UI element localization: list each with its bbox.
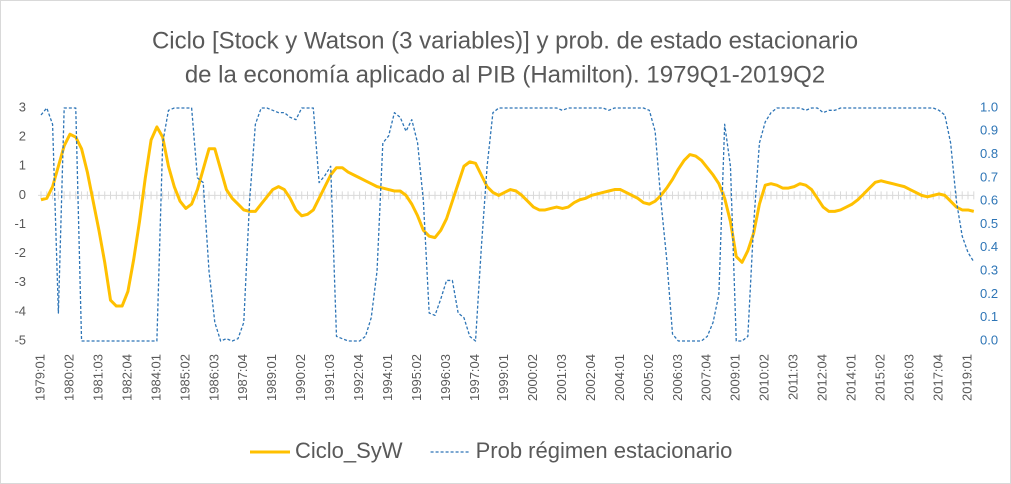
x-tick-label: 2007:04 bbox=[699, 354, 714, 401]
x-tick-label: 2014:01 bbox=[844, 354, 859, 401]
y2-tick-label: 0.1 bbox=[980, 309, 998, 324]
legend-label: Ciclo_SyW bbox=[295, 438, 403, 463]
x-tick-label: 1995:02 bbox=[409, 354, 424, 401]
y-tick-label: -1 bbox=[14, 216, 26, 231]
x-tick-label: 1985:02 bbox=[177, 354, 192, 401]
x-tick-label: 1980:02 bbox=[61, 354, 76, 401]
x-tick-label: 2000:02 bbox=[525, 354, 540, 401]
legend-label: Prob régimen estacionario bbox=[476, 438, 733, 463]
x-tick-label: 1981:03 bbox=[90, 354, 105, 401]
x-tick-label: 2010:02 bbox=[757, 354, 772, 401]
x-tick-label: 2019:01 bbox=[959, 354, 974, 401]
y2-tick-label: 0.3 bbox=[980, 263, 998, 278]
x-tick-label: 1992:04 bbox=[351, 354, 366, 401]
x-tick-label: 1986:03 bbox=[206, 354, 221, 401]
x-tick-label: 2009:01 bbox=[728, 354, 743, 401]
x-tick-label: 2001:03 bbox=[554, 354, 569, 401]
y-tick-label: 2 bbox=[19, 129, 26, 144]
x-tick-label: 1979:01 bbox=[32, 354, 47, 401]
x-tick-label: 1987:04 bbox=[235, 354, 250, 401]
x-tick-label: 1999:01 bbox=[496, 354, 511, 401]
y-tick-label: 0 bbox=[19, 187, 26, 202]
y-tick-label: -2 bbox=[14, 245, 26, 260]
y-tick-label: -3 bbox=[14, 274, 26, 289]
y2-tick-label: 0.7 bbox=[980, 169, 998, 184]
series-line bbox=[40, 125, 975, 308]
x-tick-label: 1996:03 bbox=[438, 354, 453, 401]
x-tick-label: 1990:02 bbox=[293, 354, 308, 401]
y2-tick-label: 0.2 bbox=[980, 286, 998, 301]
x-tick-label: 2005:02 bbox=[641, 354, 656, 401]
x-tick-label: 2017:04 bbox=[930, 354, 945, 401]
x-tick-label: 2012:04 bbox=[815, 354, 830, 401]
x-tick-label: 1984:01 bbox=[148, 354, 163, 401]
x-tick-label: 2006:03 bbox=[670, 354, 685, 401]
y2-tick-label: 0.6 bbox=[980, 193, 998, 208]
x-tick-label: 2004:01 bbox=[612, 354, 627, 401]
x-tick-label: 1982:04 bbox=[119, 354, 134, 401]
y2-tick-label: 0.0 bbox=[980, 332, 998, 347]
chart-title: Ciclo [Stock y Watson (3 variables)] y p… bbox=[152, 27, 858, 54]
y2-tick-label: 0.4 bbox=[980, 239, 998, 254]
y2-tick-label: 1.0 bbox=[980, 99, 998, 114]
y-tick-label: 3 bbox=[19, 99, 26, 114]
y2-tick-label: 0.5 bbox=[980, 216, 998, 231]
x-tick-label: 1994:01 bbox=[380, 354, 395, 401]
x-tick-label: 1991:03 bbox=[322, 354, 337, 401]
x-tick-label: 1989:01 bbox=[264, 354, 279, 401]
series-line bbox=[40, 107, 975, 342]
x-tick-label: 2002:04 bbox=[583, 354, 598, 401]
x-tick-label: 2015:02 bbox=[873, 354, 888, 401]
y-tick-label: -4 bbox=[14, 303, 26, 318]
chart-title: de la economía aplicado al PIB (Hamilton… bbox=[185, 61, 825, 88]
x-tick-label: 1997:04 bbox=[467, 354, 482, 401]
x-tick-label: 2011:03 bbox=[786, 354, 801, 400]
y-tick-label: 1 bbox=[19, 158, 26, 173]
x-tick-label: 2016:03 bbox=[902, 354, 917, 401]
y-tick-label: -5 bbox=[14, 332, 26, 347]
y2-tick-label: 0.8 bbox=[980, 146, 998, 161]
y2-tick-label: 0.9 bbox=[980, 123, 998, 138]
